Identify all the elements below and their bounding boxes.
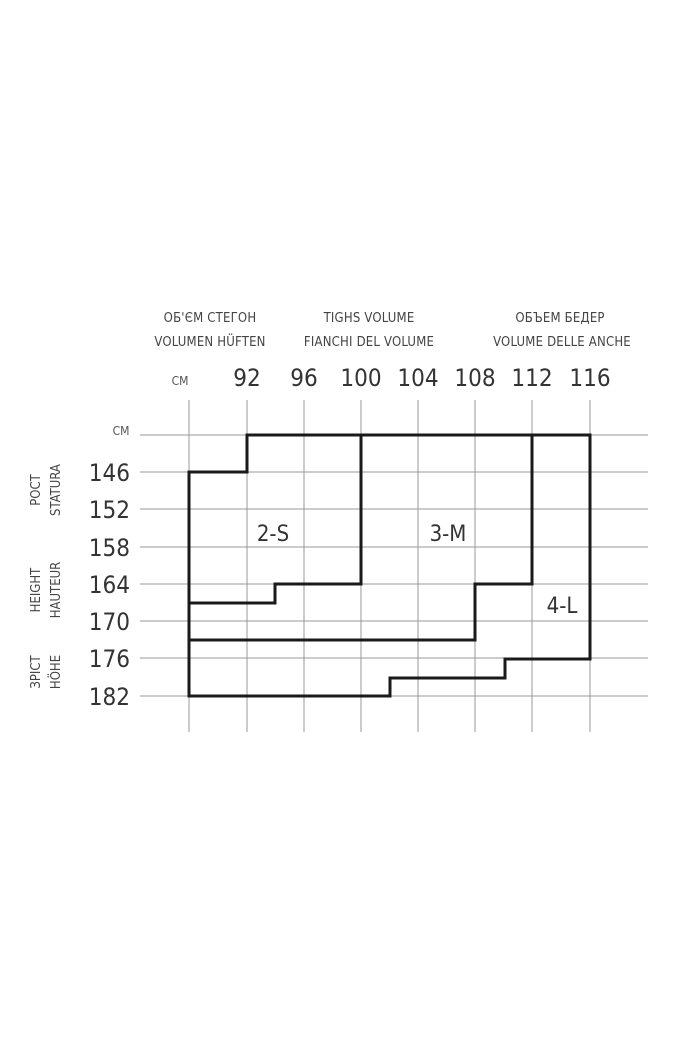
hip-tick-label: 92 xyxy=(233,364,260,392)
size-label-3m: 3-M xyxy=(430,522,467,547)
size-2s-boundary xyxy=(189,435,363,605)
header-col2-line1: TIGHS VOLUME xyxy=(323,311,415,326)
header-col3-line1: ОБЪЕМ БЕДЕР xyxy=(515,311,604,326)
height-axis-label: HÖHE xyxy=(47,655,64,689)
header-labels: ОБ'ЄМ СТЕГОН VOLUMEN HÜFTEN TIGHS VOLUME… xyxy=(154,311,631,350)
hip-tick-label: 96 xyxy=(290,364,317,392)
outer-boundary xyxy=(187,433,592,698)
height-axis-label: STATURA xyxy=(49,464,64,516)
tick-labels: 92 96 100 104 108 112 116 146 152 158 164 170 176 182 xyxy=(89,364,611,711)
height-tick-label: 146 xyxy=(89,459,130,487)
hip-tick-label: 108 xyxy=(454,364,495,392)
height-tick-label: 170 xyxy=(89,608,130,636)
height-unit-label: CM xyxy=(113,424,130,438)
height-axis-label: РОСТ xyxy=(29,473,44,505)
grid xyxy=(140,400,648,732)
height-axis-label: HEIGHT xyxy=(29,567,44,612)
height-tick-label: 164 xyxy=(89,571,130,599)
header-col1-line1: ОБ'ЄМ СТЕГОН xyxy=(164,311,257,326)
height-axis-labels: РОСТ STATURA HEIGHT HAUTEUR ЗРІСТ HÖHE xyxy=(29,464,64,689)
header-col2-line2: FIANCHI DEL VOLUME xyxy=(304,335,434,350)
height-tick-label: 158 xyxy=(89,534,130,562)
hip-tick-label: 100 xyxy=(340,364,381,392)
header-col3-line2: VOLUME DELLE ANCHE xyxy=(493,335,631,350)
size-label-2s: 2-S xyxy=(257,522,289,547)
height-tick-label: 182 xyxy=(89,683,130,711)
hip-unit-label: CM xyxy=(172,374,189,388)
size-regions: 2-S 3-M 4-L xyxy=(187,433,592,698)
hip-tick-label: 104 xyxy=(397,364,438,392)
hip-tick-label: 112 xyxy=(511,364,552,392)
height-axis-label: HAUTEUR xyxy=(49,562,64,619)
height-tick-label: 152 xyxy=(89,496,130,524)
size-3m-boundary xyxy=(189,435,534,642)
height-axis-label: ЗРІСТ xyxy=(29,654,44,688)
header-col1-line2: VOLUMEN HÜFTEN xyxy=(154,333,265,350)
height-tick-label: 176 xyxy=(89,645,130,673)
hip-tick-label: 116 xyxy=(569,364,610,392)
size-label-4l: 4-L xyxy=(547,594,578,619)
